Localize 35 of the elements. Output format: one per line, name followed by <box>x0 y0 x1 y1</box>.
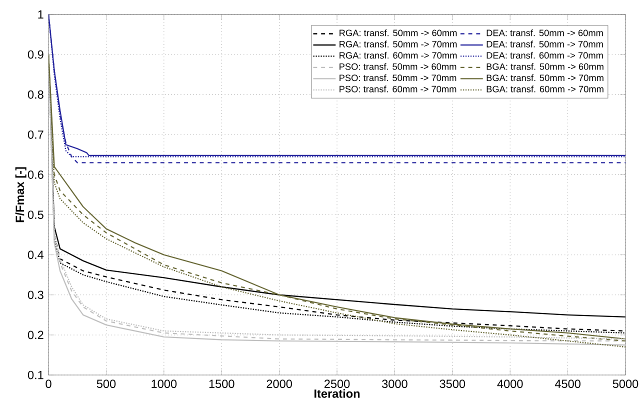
x-tick-label: 2000 <box>266 380 292 388</box>
x-tick-label: 3500 <box>440 380 466 388</box>
x-tick-label: 1500 <box>209 380 234 388</box>
legend-label: DEA: transf. 50mm -> 70mm <box>486 40 603 48</box>
legend-label: RGA: transf. 60mm -> 70mm <box>340 52 457 59</box>
x-tick-label: 4500 <box>554 380 580 388</box>
y-tick-label: 0.3 <box>28 290 44 300</box>
y-tick-label: 0.9 <box>28 50 44 59</box>
legend-label: DEA: transf. 60mm -> 70mm <box>486 52 603 59</box>
legend-label: BGA: transf. 50mm -> 60mm <box>486 63 604 70</box>
legend-label: RGA: transf. 50mm -> 70mm <box>340 40 457 48</box>
y-tick-label: 0.7 <box>28 130 44 140</box>
x-tick-label: 4000 <box>497 380 523 388</box>
legend-label: PSO: transf. 50mm -> 60mm <box>340 63 456 70</box>
legend-label: PSO: transf. 50mm -> 70mm <box>340 74 456 82</box>
y-tick-label: 0.6 <box>28 170 44 180</box>
legend-label: BGA: transf. 50mm -> 70mm <box>486 74 604 82</box>
y-tick-label: 0.8 <box>28 90 44 99</box>
x-tick-label: 5000 <box>612 380 638 388</box>
x-tick-label: 3000 <box>382 380 408 388</box>
y-tick-label: 0.1 <box>28 371 44 380</box>
x-tick-label: 2500 <box>324 380 350 388</box>
x-tick-label: 0 <box>46 380 52 388</box>
x-tick-label: 1000 <box>152 380 177 388</box>
legend-label: PSO: transf. 60mm -> 70mm <box>340 86 456 93</box>
legend-label: DEA: transf. 50mm -> 60mm <box>486 30 603 36</box>
y-tick-label: 0.4 <box>28 250 44 260</box>
y-tick-label: 0.5 <box>28 210 44 220</box>
y-tick-label: 1 <box>38 10 44 19</box>
y-axis-title: F/Fmax [-] <box>15 167 26 222</box>
legend-label: RGA: transf. 50mm -> 60mm <box>340 30 457 36</box>
x-tick-label: 500 <box>96 380 116 388</box>
legend-label: BGA: transf. 60mm -> 70mm <box>486 86 604 93</box>
x-axis-title: Iteration <box>314 389 360 398</box>
y-tick-label: 0.2 <box>28 330 44 340</box>
